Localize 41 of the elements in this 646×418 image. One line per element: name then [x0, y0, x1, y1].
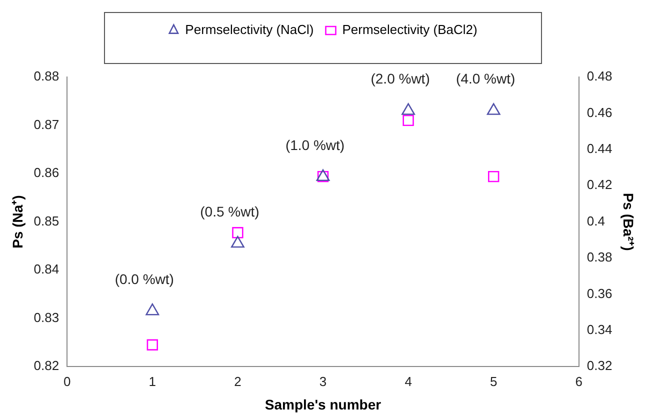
x-tick-label: 0 [63, 374, 71, 389]
point [230, 236, 244, 248]
annotation: (0.0 %wt) [114, 270, 174, 287]
annotation: (2.0 %wt) [370, 70, 430, 87]
x-tick-label: 3 [319, 374, 327, 389]
y2-tick-label: 0.42 [586, 177, 612, 192]
y2-tick-label: 0.46 [586, 104, 612, 120]
x-tick-label: 6 [575, 374, 583, 389]
annotation: (4.0 %wt) [456, 70, 516, 87]
x-axis-title: Sample's number [264, 396, 382, 412]
point [486, 103, 500, 115]
y2-tick-label: 0.34 [586, 322, 612, 337]
y2-axis-title: Ps (Ba²⁺) [620, 192, 637, 251]
legend-label: Permselectivity (BaCl2) [342, 22, 478, 38]
x-tick-label: 5 [490, 374, 498, 389]
y2-tick-label: 0.32 [586, 358, 612, 374]
y-tick-label: 0.85 [34, 213, 60, 228]
y2-tick-label: 0.4 [586, 213, 605, 228]
point [402, 103, 416, 115]
point [232, 227, 244, 238]
point [402, 114, 414, 126]
annotation: (1.0 %wt) [285, 136, 345, 153]
y-tick-label: 0.86 [34, 165, 60, 180]
y-tick-label: 0.84 [34, 262, 60, 277]
y-tick-label: 0.82 [34, 358, 60, 374]
point [146, 303, 160, 316]
y2-tick-label: 0.44 [586, 140, 612, 156]
legend-label: Permselectivity (NaCl) [185, 22, 314, 38]
x-tick-label: 4 [404, 374, 412, 389]
y-axis-title: Ps (Na⁺) [9, 195, 26, 248]
annotation: (0.5 %wt) [200, 203, 260, 220]
y-tick-label: 0.88 [34, 68, 60, 84]
y-tick-label: 0.87 [34, 116, 60, 132]
point [146, 339, 158, 350]
y-tick-label: 0.83 [34, 310, 60, 325]
y2-tick-label: 0.38 [586, 250, 612, 265]
x-tick-label: 1 [148, 374, 156, 389]
point [488, 170, 500, 182]
x-tick-label: 2 [234, 374, 242, 389]
y2-tick-label: 0.48 [586, 68, 612, 84]
y2-tick-label: 0.36 [586, 286, 612, 301]
